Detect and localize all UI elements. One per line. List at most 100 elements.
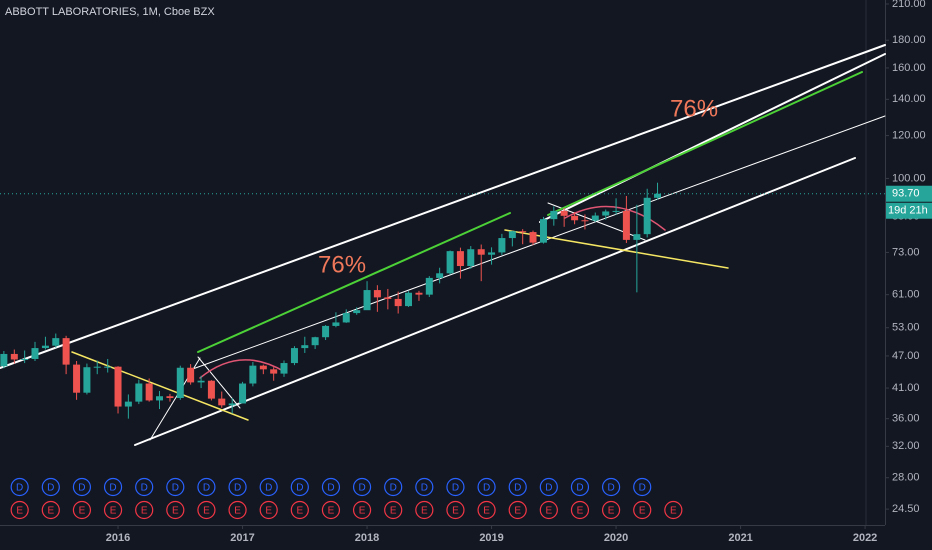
trend-line	[0, 44, 886, 369]
candle-body	[456, 251, 464, 267]
candle-body	[155, 396, 163, 401]
candle-body	[290, 348, 298, 364]
annotation: 76%	[670, 95, 718, 122]
candle-body	[394, 298, 402, 307]
dividends-label: D	[545, 483, 552, 494]
y-tick-label: 28.00	[892, 472, 920, 484]
candle-body	[0, 353, 8, 367]
candle-body	[581, 220, 589, 222]
x-tick-label: 2020	[604, 532, 628, 544]
dividends-label: D	[514, 483, 521, 494]
earnings-label: E	[608, 506, 615, 517]
candle-body	[477, 249, 485, 255]
earnings-marker	[446, 500, 465, 520]
y-tick-label: 24.50	[892, 503, 920, 515]
candle-body	[373, 290, 381, 298]
x-tick-label: 2018	[355, 532, 379, 544]
dividends-marker	[446, 477, 465, 497]
candle-body	[571, 215, 579, 221]
candle-body	[311, 337, 319, 346]
trend-line	[134, 157, 856, 446]
candle-body	[332, 322, 340, 326]
earnings-label: E	[452, 506, 459, 517]
y-tick-label: 41.00	[892, 382, 920, 394]
dividends-marker	[10, 477, 29, 497]
candle-body	[93, 366, 101, 368]
earnings-marker	[10, 500, 29, 520]
earnings-label: E	[47, 506, 54, 517]
candle-body	[145, 383, 153, 401]
dividends-marker	[135, 477, 154, 497]
earnings-label: E	[577, 506, 584, 517]
candle-body	[498, 238, 506, 253]
earnings-label: E	[203, 506, 210, 517]
candle-body	[197, 380, 205, 383]
last-price-label: 93.70	[892, 188, 920, 200]
earnings-marker	[41, 500, 60, 520]
candle-body	[643, 197, 651, 235]
candle-body	[218, 398, 226, 406]
dividends-label: D	[296, 483, 303, 494]
earnings-marker	[352, 500, 372, 520]
dividends-label: D	[141, 483, 148, 494]
arc	[199, 359, 286, 379]
dividends-marker	[290, 477, 309, 497]
earnings-marker	[166, 500, 185, 520]
earnings-marker	[508, 500, 527, 520]
dividends-label: D	[16, 483, 23, 494]
earnings-label: E	[234, 506, 241, 517]
earnings-label: E	[296, 506, 303, 517]
candle-body	[384, 297, 392, 299]
dividends-label: D	[265, 483, 272, 494]
trend-line	[539, 53, 886, 223]
candle-body	[301, 345, 309, 349]
dividends-marker	[633, 477, 652, 497]
candle-body	[176, 367, 184, 399]
trend-line	[189, 115, 886, 371]
dividends-label: D	[78, 483, 85, 494]
y-tick-label: 32.00	[892, 440, 920, 452]
candle-body	[52, 338, 60, 346]
y-tick-label: 73.00	[892, 246, 920, 258]
earnings-marker	[570, 500, 590, 520]
dividends-label: D	[607, 483, 614, 494]
earnings-marker	[664, 500, 683, 520]
x-tick-label: 2019	[479, 532, 503, 544]
dividends-marker	[384, 477, 403, 497]
candle-body	[270, 369, 278, 374]
dividends-label: D	[109, 483, 116, 494]
dividends-marker	[352, 477, 372, 497]
candle-body	[539, 219, 547, 243]
candle-body	[83, 367, 91, 393]
drawings	[0, 44, 886, 446]
candle-body	[21, 358, 29, 360]
candle-body	[114, 366, 122, 407]
earnings-label: E	[79, 506, 86, 517]
earnings-label: E	[141, 506, 148, 517]
candle-body	[259, 365, 267, 370]
y-tick-label: 210.00	[892, 0, 926, 10]
earnings-label: E	[545, 506, 552, 517]
dividends-label: D	[172, 483, 179, 494]
candle-body	[602, 211, 610, 216]
green-line	[547, 71, 863, 216]
candle-body	[508, 231, 516, 239]
x-tick-label: 2017	[230, 532, 254, 544]
earnings-label: E	[16, 506, 23, 517]
earnings-marker	[321, 500, 341, 520]
earnings-marker	[197, 500, 216, 520]
candle-body	[31, 348, 39, 359]
last-price-box	[886, 185, 932, 202]
earnings-marker	[103, 500, 123, 520]
candle-body	[249, 365, 257, 384]
earnings-marker	[228, 500, 247, 520]
candle-body	[446, 251, 454, 274]
candle-body	[550, 210, 558, 220]
candle-body	[654, 193, 662, 198]
y-tick-label: 100.00	[892, 172, 926, 184]
earnings-marker	[135, 500, 154, 520]
dividends-marker	[601, 477, 621, 497]
candle-body	[41, 345, 49, 349]
candle-body	[425, 277, 433, 295]
